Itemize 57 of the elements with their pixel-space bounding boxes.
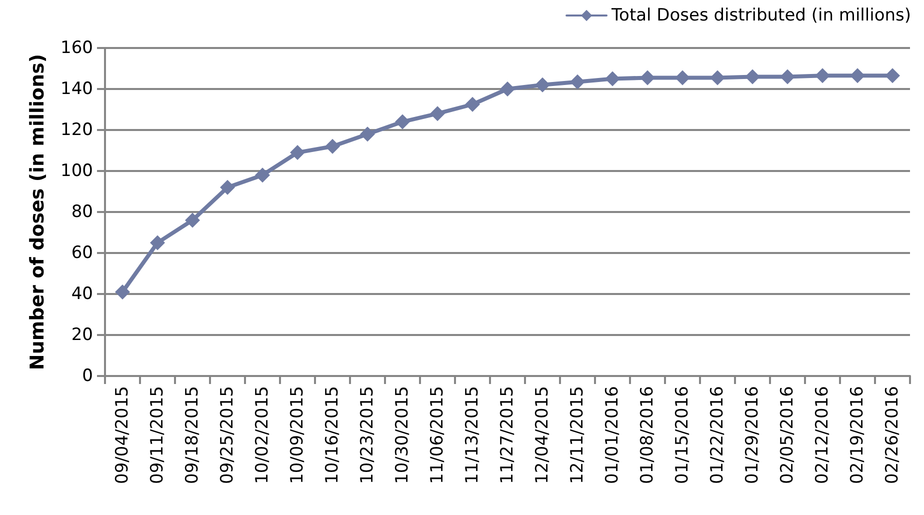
y-tick-label: 20	[71, 325, 93, 345]
point	[605, 71, 620, 86]
point	[360, 126, 375, 142]
point	[115, 284, 130, 300]
x-tick-label: 10/30/2015	[392, 386, 412, 484]
point	[640, 70, 655, 86]
point	[885, 68, 900, 84]
point	[430, 106, 445, 122]
x-tick-label: 02/19/2016	[848, 386, 868, 484]
x-tick-label: 01/01/2016	[602, 386, 622, 484]
point	[850, 68, 865, 84]
x-tick-label: 11/13/2015	[462, 386, 482, 484]
y-tick-label: 160	[60, 38, 93, 58]
y-tick-label: 100	[60, 161, 93, 181]
x-tick-label: 09/04/2015	[112, 386, 132, 484]
x-tick-label: 01/08/2016	[638, 386, 658, 484]
x-tick-label: 10/23/2015	[358, 386, 378, 484]
point	[815, 68, 830, 84]
point	[675, 70, 690, 86]
y-tick-label: 60	[71, 243, 93, 263]
point	[395, 114, 410, 130]
point	[710, 70, 725, 86]
point	[465, 96, 480, 112]
point	[535, 77, 550, 92]
y-tick-label: 0	[82, 366, 93, 386]
x-tick-label: 01/29/2016	[742, 386, 762, 484]
y-tick-label: 120	[60, 120, 93, 140]
point	[290, 145, 305, 160]
x-tick-label: 09/18/2015	[182, 386, 202, 484]
point	[780, 69, 795, 84]
x-tick-label: 11/27/2015	[498, 386, 518, 484]
y-axis-title: Number of doses (in millions)	[26, 54, 48, 370]
x-tick-label: 02/12/2016	[812, 386, 832, 484]
x-tick-label: 09/11/2015	[148, 386, 168, 484]
point	[185, 212, 200, 228]
x-tick-label: 02/26/2016	[882, 386, 902, 484]
y-tick-label: 80	[71, 202, 93, 222]
x-tick-label: 02/05/2016	[778, 386, 798, 484]
point	[570, 74, 585, 90]
x-tick-label: 12/04/2015	[532, 386, 552, 484]
legend-label: Total Doses distributed (in millions)	[610, 6, 912, 26]
x-tick-label: 10/09/2015	[288, 386, 308, 484]
point	[150, 235, 165, 250]
point	[325, 138, 340, 154]
y-tick-label: 140	[60, 79, 93, 99]
x-tick-label: 09/25/2015	[218, 386, 238, 484]
x-tick-label: 12/11/2015	[568, 386, 588, 484]
point	[500, 82, 515, 96]
x-tick-label: 01/15/2016	[672, 386, 692, 484]
x-tick-label: 11/06/2015	[428, 386, 448, 484]
point	[255, 168, 270, 183]
point	[220, 180, 235, 195]
x-tick-label: 01/22/2016	[708, 386, 728, 484]
x-tick-label: 10/02/2015	[252, 386, 272, 484]
y-tick-label: 40	[71, 284, 93, 304]
x-tick-label: 10/16/2015	[322, 386, 342, 484]
point	[745, 69, 760, 84]
